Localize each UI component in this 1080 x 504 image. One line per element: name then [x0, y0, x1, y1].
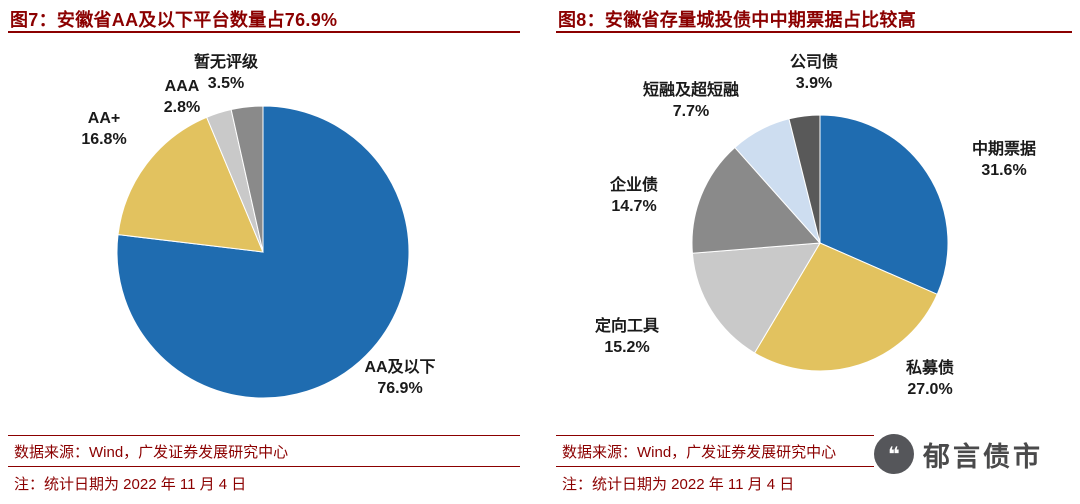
slice-name: 公司债 [789, 54, 838, 71]
figure7-note: 注：统计日期为 2022 年 11 月 4 日 [14, 476, 247, 493]
label-private-bond: 私募债 27.0% [860, 358, 1000, 400]
figure8-title: 图8：安徽省存量城投债中中期票据占比较高 [558, 10, 917, 30]
label-aaa: AAA 2.8% [112, 76, 252, 118]
slice-name: AAA [164, 78, 200, 95]
figure8-source: 数据来源：Wind，广发证券发展研究中心 [562, 444, 837, 461]
slice-name: 私募债 [905, 360, 954, 377]
slice-name: 暂无评级 [193, 54, 258, 71]
logo-text: 郁言债市 [923, 441, 1043, 472]
label-aa-below: AA及以下 76.9% [330, 357, 470, 399]
figure8-separator-top [556, 435, 1072, 436]
figure7-title-rule [8, 31, 520, 33]
slice-pct: 27.0% [907, 381, 953, 398]
label-ppn: 定向工具 15.2% [557, 316, 697, 358]
pie-slice-2 [691, 242, 821, 354]
slice-name: AA及以下 [364, 359, 436, 376]
figure8-separator-bottom [556, 466, 1072, 467]
figure7-panel: 图7：安徽省AA及以下平台数量占76.9% AA及以下 76.9% AA+ 16… [8, 0, 520, 504]
label-enterprise-bond: 企业债 14.7% [564, 175, 704, 217]
slice-name: 短融及超短融 [642, 82, 739, 99]
slice-name: 定向工具 [594, 318, 659, 335]
slice-pct: 15.2% [604, 339, 650, 356]
figure8-panel: 图8：安徽省存量城投债中中期票据占比较高 中期票据 31.6% 私募债 27.0… [556, 0, 1072, 504]
slice-pct: 2.8% [163, 99, 201, 116]
figure8-title-rule [556, 31, 1072, 33]
slice-pct: 31.6% [981, 162, 1027, 179]
slice-name: AA+ [87, 110, 121, 127]
label-aa-plus: AA+ 16.8% [34, 108, 174, 150]
figure7-separator-bottom [8, 466, 520, 467]
figure7-source: 数据来源：Wind，广发证券发展研究中心 [14, 444, 289, 461]
pie-slice-3 [691, 146, 822, 254]
figure7-separator-top [8, 435, 520, 436]
slice-pct: 76.9% [377, 380, 423, 397]
slice-pct: 7.7% [672, 103, 710, 120]
figure8-note: 注：统计日期为 2022 年 11 月 4 日 [562, 476, 795, 493]
label-short-term-financing: 短融及超短融 7.7% [621, 80, 761, 122]
figure8-pie-chart [691, 114, 949, 372]
pie-slice-5 [788, 114, 821, 244]
quote-icon: ❝ [874, 434, 914, 474]
figure7-title: 图7：安徽省AA及以下平台数量占76.9% [10, 10, 338, 30]
label-medium-term-notes: 中期票据 31.6% [934, 139, 1074, 181]
slice-pct: 16.8% [81, 131, 127, 148]
pie-slice-3 [230, 105, 264, 253]
figure7-pie-chart [116, 105, 410, 399]
pie-slice-1 [117, 116, 264, 253]
label-no-rating: 暂无评级 3.5% [156, 52, 296, 94]
pie-slice-1 [753, 242, 938, 372]
slice-pct: 3.5% [207, 75, 245, 92]
slice-name: 中期票据 [971, 141, 1036, 158]
pie-slice-0 [819, 114, 949, 295]
slice-pct: 3.9% [795, 75, 833, 92]
label-corporate-bond: 公司债 3.9% [744, 52, 884, 94]
slice-pct: 14.7% [611, 198, 657, 215]
yuyan-bond-market-logo: ❝ 郁言债市 [874, 431, 1072, 477]
slice-name: 企业债 [609, 177, 658, 194]
